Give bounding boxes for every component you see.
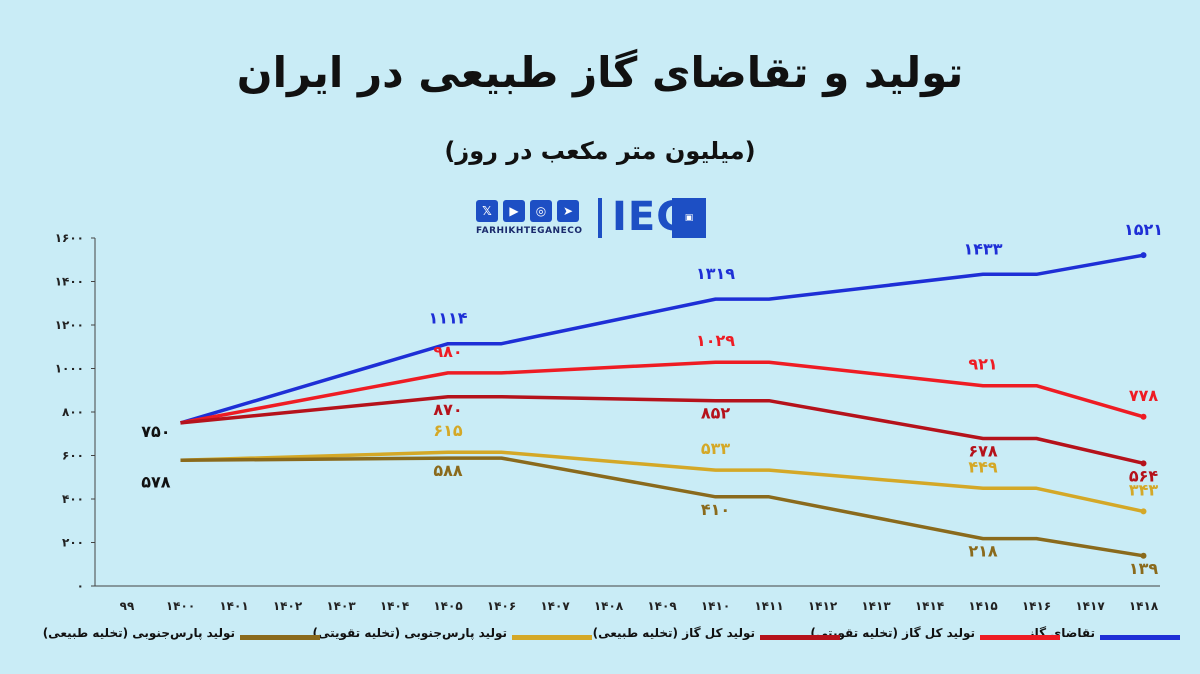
legend-label: تولید پارس‌جنوبی (تخلیه تقویتی) <box>312 626 507 640</box>
series-end-point <box>1140 413 1147 420</box>
x-tick-label: ۱۴۰۳ <box>326 599 356 613</box>
data-label: ۸۵۲ <box>701 404 731 423</box>
y-tick-label: ۱۶۰۰ <box>55 231 84 245</box>
social-icons: 𝕏 ▶ ◎ ➤ <box>476 200 579 222</box>
y-tick-label: ۴۰۰ <box>62 492 84 506</box>
x-tick-label: ۱۴۱۰ <box>701 599 730 613</box>
legend-swatch <box>980 635 1060 640</box>
data-label: ۱۱۱۴ <box>428 309 467 328</box>
data-label: ۵۷۸ <box>141 472 171 491</box>
x-tick-label: ۱۴۱۴ <box>915 599 944 613</box>
legend-swatch <box>760 635 840 640</box>
series-end-point <box>1140 552 1147 559</box>
legend-label: تولید کل گاز (تخلیه تقویتی) <box>810 626 975 640</box>
legend-swatch <box>240 635 320 640</box>
data-label: ۹۸۰ <box>433 342 462 361</box>
x-tick-label: ۱۴۰۴ <box>380 599 409 613</box>
series-line-4 <box>180 456 1144 558</box>
data-label: ۱۴۳۳ <box>963 239 1002 258</box>
x-tick-label: ۱۴۱۲ <box>808 599 838 613</box>
y-tick-label: ۶۰۰ <box>62 449 84 463</box>
brand-block: 𝕏 ▶ ◎ ➤ FARHIKHTEGANECO IEC ▣ <box>476 194 736 246</box>
data-label: ۸۷۰ <box>433 400 462 419</box>
y-tick-label: ۰ <box>77 579 84 593</box>
brand-logo-mark: ▣ <box>672 198 706 238</box>
data-label: ۹۲۱ <box>968 355 997 374</box>
legend-swatch <box>512 635 592 640</box>
brand-divider <box>598 198 602 238</box>
data-label: ۱۳۹ <box>1129 559 1159 578</box>
legend-label: تولید پارس‌جنوبی (تخلیه طبیعی) <box>42 626 235 640</box>
x-tick-label: ۱۴۰۶ <box>487 599 516 613</box>
data-label: ۷۵۰ <box>141 422 170 441</box>
series-line-1 <box>180 360 1144 425</box>
y-tick-label: ۱۲۰۰ <box>55 318 84 332</box>
chart-title: تولید و تقاضای گاز طبیعی در ایران <box>236 48 964 97</box>
data-label: ۴۴۹ <box>968 457 998 476</box>
x-tick-label: ۱۴۱۸ <box>1129 599 1159 613</box>
x-tick-label: ۱۴۰۸ <box>594 599 624 613</box>
telegram-icon[interactable]: ➤ <box>557 200 579 222</box>
x-tick-label: ۱۴۰۰ <box>166 599 195 613</box>
series-line-2 <box>180 395 1144 466</box>
data-label: ۱۰۲۹ <box>696 331 735 350</box>
y-tick-label: ۱۰۰۰ <box>55 362 84 376</box>
x-tick-label: ۹۹ <box>120 599 135 613</box>
x-icon[interactable]: 𝕏 <box>476 200 498 222</box>
youtube-icon[interactable]: ▶ <box>503 200 525 222</box>
x-tick-label: ۱۴۰۹ <box>647 599 677 613</box>
chart-legend: تقاضای گاز تولید کل گاز (تخلیه تقویتی) تول… <box>0 622 1200 652</box>
x-tick-label: ۱۴۱۶ <box>1022 599 1051 613</box>
x-tick-label: ۱۴۱۷ <box>1075 599 1105 613</box>
data-label: ۴۱۰ <box>701 500 730 519</box>
data-label: ۲۱۸ <box>968 542 998 561</box>
y-tick-label: ۲۰۰ <box>62 536 84 550</box>
legend-label: تولید کل گاز (تخلیه طبیعی) <box>592 626 755 640</box>
x-tick-label: ۱۴۰۱ <box>219 599 248 613</box>
data-label: ۳۴۳ <box>1129 480 1159 499</box>
data-label: ۶۷۸ <box>968 442 998 461</box>
series-line-0 <box>180 253 1144 425</box>
series-end-point <box>1140 508 1147 515</box>
x-tick-label: ۱۴۰۵ <box>433 599 462 613</box>
chart-series <box>180 252 1147 559</box>
x-tick-label: ۱۴۰۲ <box>273 599 303 613</box>
x-tick-label: ۱۴۱۵ <box>968 599 997 613</box>
data-label: ۷۷۸ <box>1129 386 1159 405</box>
legend-swatch <box>1100 635 1180 640</box>
data-label: ۱۳۱۹ <box>696 264 735 283</box>
data-label: ۶۱۵ <box>433 421 463 440</box>
instagram-icon[interactable]: ◎ <box>530 200 552 222</box>
data-label: ۵۳۳ <box>701 439 731 458</box>
series-end-point <box>1140 460 1147 467</box>
x-tick-label: ۱۴۱۱ <box>754 599 783 613</box>
y-tick-label: ۱۴۰۰ <box>55 275 84 289</box>
chart-data-labels: ۱۱۱۴ ۱۳۱۹ ۱۴۳۳ ۱۵۲۱ ۹۸۰ ۱۰۲۹ ۹۲۱ ۷۷۸ ۸۷۰ ۸۵۲ ۶۷۸ ۵۶… <box>141 220 1163 578</box>
chart-subtitle: (میلیون متر مکعب در روز) <box>444 137 756 165</box>
data-label: ۱۵۲۱ <box>1124 220 1163 239</box>
y-tick-label: ۸۰۰ <box>62 405 84 419</box>
brand-handle: FARHIKHTEGANECO <box>476 226 583 236</box>
series-line-3 <box>180 450 1144 514</box>
chart-axes: ۰ ۲۰۰ ۴۰۰ ۶۰۰ ۸۰۰ ۱۰۰۰ ۱۲۰۰ ۱۴۰۰ ۱۶۰۰ ۹۹ ۱۴۰۰ ۱۴۰۱ ۱… <box>55 231 1160 613</box>
data-label: ۵۶۴ <box>1129 466 1159 485</box>
series-end-point <box>1140 252 1147 259</box>
data-label: ۵۸۸ <box>433 461 463 480</box>
x-tick-label: ۱۴۱۳ <box>861 599 891 613</box>
x-tick-label: ۱۴۰۷ <box>540 599 570 613</box>
